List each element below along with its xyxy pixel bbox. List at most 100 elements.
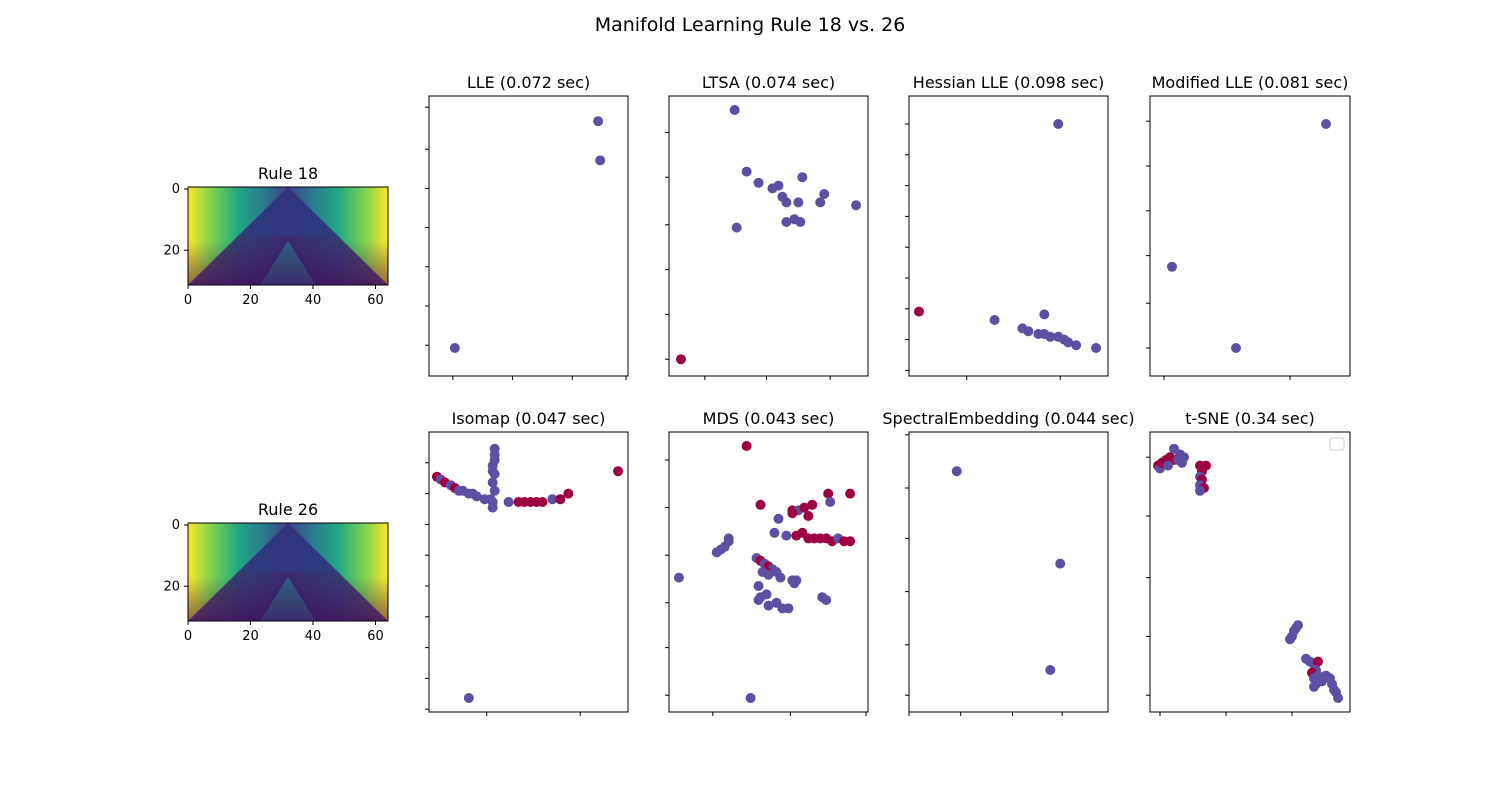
isomap-point	[489, 443, 500, 454]
spectral-title: SpectralEmbedding (0.044 sec)	[882, 409, 1134, 428]
mds-point	[753, 581, 764, 591]
lle-panel: LLE (0.072 sec)	[425, 73, 629, 380]
rule26-xtick-label: 40	[305, 629, 322, 644]
spectral-point	[951, 466, 962, 477]
spectral-point	[1055, 558, 1066, 569]
rule18-xtick-label: 40	[305, 293, 322, 308]
hessian-point	[1071, 340, 1082, 351]
ltsa-point	[729, 105, 740, 115]
isomap-panel: Isomap (0.047 sec)	[425, 409, 629, 716]
tsne-point	[1309, 681, 1319, 692]
isomap-frame	[428, 431, 629, 713]
lle-title: LLE (0.072 sec)	[467, 73, 590, 92]
mds-point	[755, 499, 766, 510]
isomap-title: Isomap (0.047 sec)	[452, 409, 606, 428]
isomap-point	[489, 469, 500, 479]
hessian-point	[1053, 119, 1064, 129]
tsne-point	[1195, 485, 1205, 496]
modified-title: Modified LLE (0.081 sec)	[1152, 73, 1349, 92]
isomap-point	[471, 491, 482, 502]
ltsa-panel: LTSA (0.074 sec)	[665, 73, 869, 380]
ltsa-frame	[668, 95, 869, 377]
mds-point	[825, 497, 836, 507]
ltsa-point	[795, 217, 806, 227]
ltsa-point	[797, 172, 808, 183]
isomap-point	[489, 485, 500, 496]
mds-point	[763, 600, 774, 611]
mds-point	[781, 530, 792, 541]
lle-point	[595, 155, 606, 166]
rule26-frame	[187, 522, 389, 622]
tsne-point	[1313, 656, 1323, 667]
mds-point	[745, 693, 756, 703]
tsne-point	[1163, 460, 1173, 471]
isomap-point	[503, 497, 514, 507]
mds-point	[775, 572, 786, 583]
ltsa-point	[753, 177, 764, 188]
ltsa-point	[781, 197, 792, 208]
spectral-point	[1045, 665, 1056, 675]
hessian-point	[1063, 337, 1074, 348]
hessian-point	[989, 315, 1000, 325]
mds-point	[787, 508, 798, 519]
figure-suptitle: Manifold Learning Rule 18 vs. 26	[595, 14, 906, 36]
rule18-ytick-label: 0	[172, 182, 180, 197]
isomap-point	[487, 502, 498, 513]
hessian-point	[1091, 343, 1102, 353]
rule26-ytick-label: 0	[172, 518, 180, 533]
isomap-point	[537, 497, 548, 507]
rule18-heatmap-shade	[188, 240, 388, 285]
hessian-panel: Hessian LLE (0.098 sec)	[905, 73, 1109, 380]
rule18-panel: Rule 18 0 20 40 60 0 20	[163, 164, 389, 308]
tsne-legend-box	[1329, 437, 1345, 451]
lle-frame	[428, 95, 629, 377]
mds-point	[845, 488, 856, 499]
mds-point	[763, 569, 774, 580]
ltsa-title: LTSA (0.074 sec)	[702, 73, 835, 92]
rule26-panel: Rule 26 0 20 40 60 0 20	[163, 500, 389, 644]
hessian-point	[1045, 331, 1056, 342]
rule26-heatmap-inner-triangle	[238, 523, 338, 572]
mds-point	[803, 511, 814, 521]
ltsa-point	[731, 222, 742, 233]
spectral-frame	[908, 431, 1109, 713]
ltsa-point	[819, 189, 830, 199]
tsne-title: t-SNE (0.34 sec)	[1185, 409, 1315, 428]
rule26-xtick-label: 20	[242, 629, 259, 644]
isomap-point	[555, 494, 566, 505]
mds-point	[741, 441, 752, 451]
panels-layer: Rule 18 0 20 40 60 0 20 Rule 26 0 20 40 60 0 20 LLE (0…	[163, 73, 1351, 716]
ltsa-point	[781, 217, 792, 227]
ltsa-point	[815, 197, 826, 208]
rule18-xtick-label: 0	[184, 293, 192, 308]
mds-point	[773, 513, 784, 524]
modified-frame	[1149, 95, 1351, 377]
mds-point	[723, 533, 734, 544]
modified-point	[1321, 119, 1331, 129]
mds-point	[799, 502, 810, 513]
hessian-point	[913, 306, 924, 317]
hessian-point	[1023, 326, 1034, 337]
tsne-point	[1293, 620, 1303, 631]
mds-point	[821, 595, 832, 605]
rule18-frame	[187, 186, 389, 286]
ltsa-point	[793, 197, 804, 208]
mds-point	[845, 536, 856, 547]
rule26-heatmap-shade	[188, 576, 388, 621]
hessian-frame	[908, 95, 1109, 377]
mds-point	[769, 527, 780, 538]
mds-point	[783, 603, 794, 614]
mds-point	[789, 578, 800, 589]
rule18-ytick-label: 20	[163, 243, 180, 258]
mds-point	[823, 488, 834, 499]
tsne-panel: t-SNE (0.34 sec)	[1146, 409, 1351, 716]
ltsa-point	[741, 166, 752, 177]
rule18-xtick-label: 20	[242, 293, 259, 308]
rule18-xtick-label: 60	[367, 293, 384, 308]
ltsa-point	[851, 200, 862, 211]
rule18-heatmap-inner-triangle	[238, 187, 338, 236]
lle-point	[449, 343, 460, 353]
isomap-point	[563, 488, 574, 499]
rule18-title: Rule 18	[258, 164, 318, 183]
